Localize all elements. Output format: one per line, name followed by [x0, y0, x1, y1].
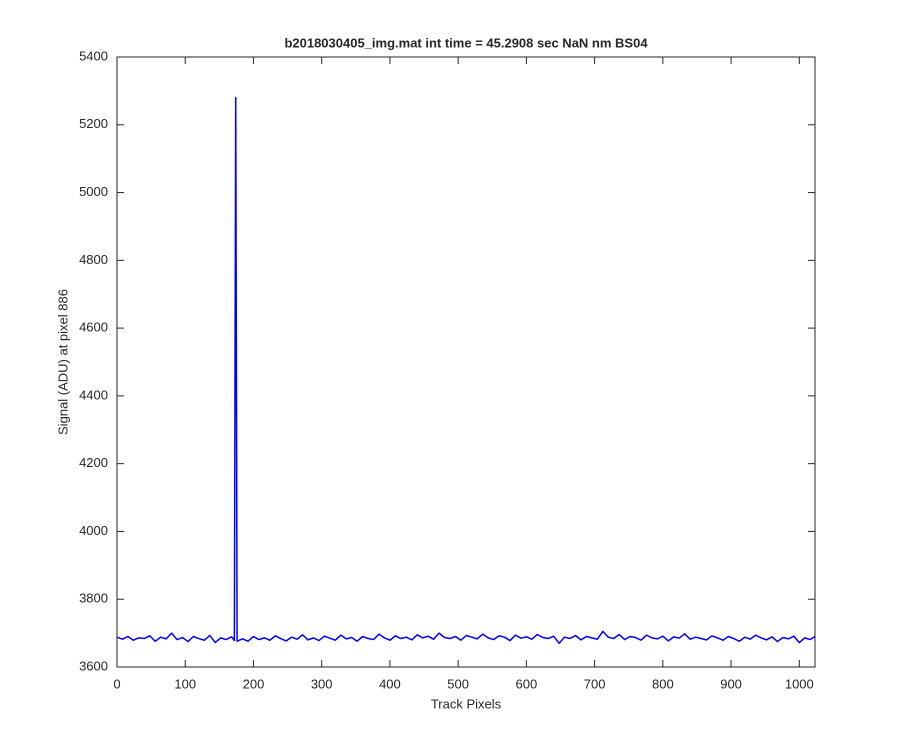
data-line: [116, 96, 816, 645]
x-tick-label: 100: [174, 676, 196, 691]
x-tick-label: 500: [447, 676, 469, 691]
y-tick-label: 4800: [79, 252, 108, 267]
y-tick-label: 4400: [79, 387, 108, 402]
y-tick-label: 5200: [79, 116, 108, 131]
y-tick-label: 4200: [79, 455, 108, 470]
x-tick-label: 800: [652, 676, 674, 691]
chart-title: b2018030405_img.mat int time = 45.2908 s…: [284, 35, 648, 50]
x-tick-label: 200: [243, 676, 265, 691]
y-tick-label: 3600: [79, 658, 108, 673]
y-tick-label: 5000: [79, 184, 108, 199]
x-tick-label: 300: [311, 676, 333, 691]
x-tick-label: 700: [584, 676, 606, 691]
x-axis-label: Track Pixels: [431, 696, 502, 711]
plot-frame: [116, 56, 816, 668]
y-axis-label: Signal (ADU) at pixel 886: [55, 289, 70, 435]
x-tick-label: 0: [113, 676, 120, 691]
y-tick-label: 4600: [79, 320, 108, 335]
x-tick-label: 1000: [785, 676, 814, 691]
y-tick-label: 3800: [79, 591, 108, 606]
x-tick-label: 600: [516, 676, 538, 691]
y-tick-label: 5400: [79, 48, 108, 63]
x-tick-label: 900: [720, 676, 742, 691]
x-tick-label: 400: [379, 676, 401, 691]
y-tick-label: 4000: [79, 523, 108, 538]
